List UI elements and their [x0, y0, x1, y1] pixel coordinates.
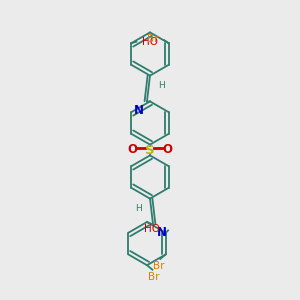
- Text: O: O: [162, 143, 172, 156]
- Text: N: N: [157, 226, 166, 239]
- Text: H: H: [158, 81, 165, 90]
- Text: HO: HO: [142, 37, 158, 47]
- Text: Br: Br: [148, 272, 159, 282]
- Text: H: H: [135, 204, 142, 213]
- Text: S: S: [145, 143, 155, 157]
- Text: HO: HO: [144, 224, 160, 235]
- Text: Br: Br: [153, 261, 165, 271]
- Text: O: O: [128, 143, 138, 156]
- Text: Br: Br: [147, 34, 159, 44]
- Text: N: N: [134, 103, 143, 116]
